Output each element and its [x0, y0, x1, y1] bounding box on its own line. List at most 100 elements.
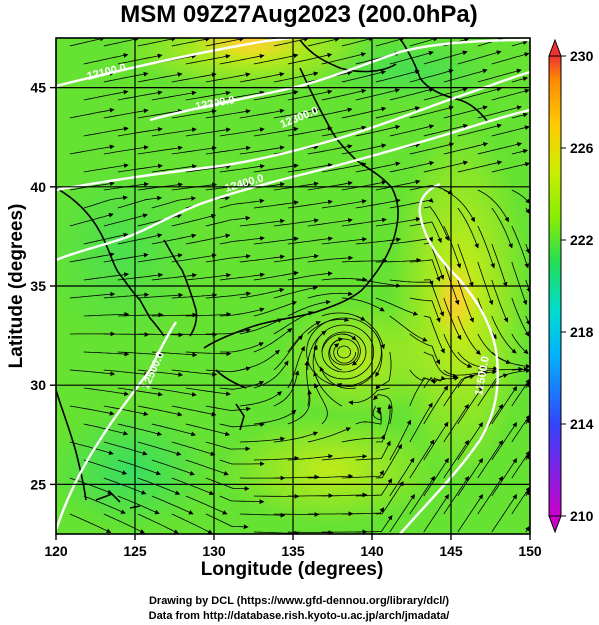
streamline	[171, 145, 217, 155]
streamline	[151, 196, 197, 209]
streamline	[273, 474, 320, 480]
x-tick-label: 135	[281, 543, 305, 559]
colorbar-max-arrow	[548, 38, 562, 57]
streamline	[137, 441, 182, 456]
streamline	[375, 297, 419, 316]
streamline	[389, 279, 434, 286]
streamline	[253, 90, 299, 101]
streamline	[185, 90, 231, 101]
streamline	[307, 38, 340, 47]
streamline	[137, 477, 181, 495]
streamline	[273, 253, 319, 263]
streamline	[307, 291, 353, 299]
streamline	[273, 108, 319, 119]
y-tick-label: 45	[30, 80, 46, 96]
streamline	[185, 495, 228, 515]
streamline	[341, 38, 374, 47]
colorbar: 230 226 222 218 214 210	[548, 38, 594, 534]
colorbar-tick-label: 230	[570, 48, 594, 64]
streamline	[457, 279, 474, 323]
streamline	[477, 366, 524, 372]
streamline	[151, 273, 198, 281]
streamline	[205, 145, 251, 155]
streamline	[273, 512, 320, 517]
streamline	[457, 315, 481, 355]
y-tick-label: 30	[30, 377, 46, 393]
streamline	[239, 218, 285, 227]
streamline	[137, 72, 183, 83]
streamline	[341, 70, 387, 83]
streamline	[83, 311, 130, 317]
streamline	[273, 370, 300, 407]
streamline	[151, 423, 196, 437]
streamline	[423, 315, 445, 354]
streamline	[151, 90, 197, 101]
streamline	[137, 253, 183, 263]
streamline	[219, 164, 265, 173]
streamline	[117, 351, 164, 357]
streamline	[491, 458, 518, 497]
coastlines	[56, 38, 489, 509]
streamline	[304, 360, 310, 407]
streamline	[253, 328, 293, 353]
streamline	[219, 307, 265, 317]
streamline	[103, 477, 147, 495]
streamline	[287, 389, 312, 425]
streamline	[525, 243, 530, 254]
streamline	[389, 457, 415, 497]
streamline	[511, 148, 529, 155]
streamline	[321, 454, 368, 461]
streamline	[373, 394, 393, 425]
streamline	[273, 335, 303, 371]
streamline	[389, 124, 435, 137]
streamline	[103, 71, 149, 83]
streamline	[205, 328, 251, 335]
streamline	[185, 387, 231, 397]
streamline	[69, 107, 115, 119]
streamline	[443, 439, 469, 479]
streamline	[253, 126, 299, 137]
streamline	[83, 495, 126, 514]
streamline	[273, 431, 319, 443]
streamline	[103, 108, 149, 119]
streamline	[477, 189, 509, 223]
streamline	[389, 315, 428, 342]
y-axis-label: Latitude (degrees)	[6, 204, 27, 369]
streamline	[69, 212, 114, 227]
streamline	[103, 405, 149, 417]
streamline	[491, 315, 517, 354]
streamline	[151, 312, 198, 318]
streamline	[307, 255, 354, 263]
streamline	[423, 385, 449, 425]
streamline	[103, 441, 148, 456]
y-tick-label: 25	[30, 476, 46, 492]
streamline	[355, 198, 401, 209]
streamline	[151, 127, 197, 137]
streamline	[239, 349, 280, 371]
streamline	[137, 145, 183, 155]
streamline	[321, 162, 367, 173]
streamline	[69, 369, 116, 376]
streamline	[341, 507, 385, 515]
streamline	[307, 217, 353, 227]
streamline	[477, 476, 504, 515]
streamline	[313, 383, 328, 425]
streamline	[511, 225, 530, 269]
streamline	[219, 90, 265, 101]
streamline	[355, 478, 393, 497]
streamline	[253, 236, 299, 245]
streamline	[185, 233, 231, 245]
streamline	[341, 180, 387, 191]
streamline	[491, 422, 518, 461]
streamline	[185, 311, 232, 317]
streamline	[321, 333, 357, 353]
streamline	[355, 407, 382, 425]
streamline	[491, 243, 508, 288]
typhoon-circulation-ring	[329, 338, 359, 366]
streamline	[219, 272, 265, 281]
streamline	[511, 450, 530, 479]
streamline	[321, 88, 367, 101]
streamline	[253, 200, 299, 209]
streamline	[171, 109, 217, 119]
streamline	[477, 142, 523, 155]
